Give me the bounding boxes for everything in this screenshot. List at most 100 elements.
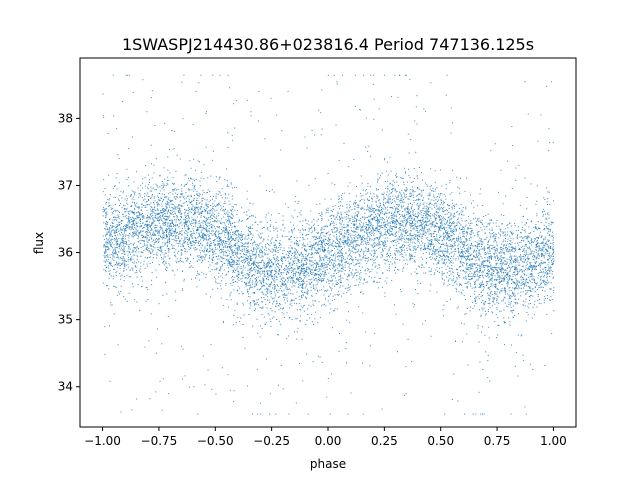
- data-point: [202, 232, 204, 234]
- data-point: [165, 268, 167, 270]
- data-point: [159, 213, 161, 215]
- data-point: [293, 280, 295, 282]
- data-point: [196, 199, 198, 201]
- data-point: [253, 253, 255, 255]
- data-point: [355, 221, 357, 223]
- data-point: [198, 274, 200, 276]
- data-point: [209, 210, 211, 212]
- data-point: [260, 236, 262, 238]
- data-point: [529, 296, 531, 298]
- data-point: [200, 227, 202, 229]
- data-point: [115, 256, 117, 258]
- data-point: [306, 268, 308, 270]
- data-point: [438, 227, 440, 229]
- data-point: [349, 252, 351, 254]
- data-point: [153, 254, 155, 256]
- data-point: [356, 263, 357, 265]
- data-point: [376, 244, 378, 246]
- data-point: [367, 239, 369, 241]
- data-point: [552, 244, 554, 246]
- data-point: [547, 198, 549, 200]
- data-point: [517, 280, 519, 282]
- data-point: [302, 292, 304, 294]
- data-point: [440, 226, 442, 228]
- data-point: [129, 226, 131, 228]
- data-point: [102, 191, 104, 193]
- data-point: [419, 248, 421, 250]
- data-point: [452, 205, 454, 207]
- data-point: [398, 250, 400, 252]
- data-point: [333, 222, 335, 224]
- data-point: [275, 273, 277, 275]
- data-point: [321, 271, 323, 273]
- data-point: [195, 248, 197, 250]
- data-point: [310, 257, 312, 259]
- data-point: [152, 257, 154, 259]
- data-point: [227, 259, 229, 261]
- data-point: [481, 229, 483, 231]
- data-point: [502, 290, 504, 292]
- data-point: [120, 411, 122, 413]
- data-point: [358, 244, 360, 246]
- data-point: [153, 172, 155, 174]
- data-point: [529, 265, 531, 267]
- data-point: [294, 253, 296, 255]
- data-point: [470, 295, 472, 297]
- data-point: [359, 262, 361, 264]
- data-point: [442, 243, 444, 245]
- data-point: [425, 261, 427, 263]
- data-point: [256, 265, 258, 267]
- data-point: [350, 258, 352, 260]
- data-point: [379, 210, 381, 212]
- data-point: [439, 194, 441, 196]
- data-point: [509, 287, 511, 289]
- data-point: [340, 281, 342, 283]
- data-point: [110, 245, 112, 247]
- data-point: [128, 185, 130, 187]
- data-point: [309, 256, 311, 258]
- data-point: [139, 232, 141, 234]
- data-point: [474, 283, 476, 285]
- data-point: [184, 214, 186, 216]
- data-point: [306, 298, 308, 300]
- data-point: [533, 238, 535, 240]
- data-point: [245, 254, 247, 256]
- data-point: [237, 230, 239, 232]
- data-point: [331, 242, 333, 244]
- data-point: [233, 232, 235, 234]
- data-point: [127, 221, 129, 223]
- data-point: [216, 237, 218, 239]
- data-point: [260, 248, 262, 250]
- data-point: [519, 269, 521, 271]
- data-point: [503, 278, 505, 280]
- data-point: [231, 211, 233, 213]
- data-point: [511, 283, 513, 285]
- data-point: [214, 239, 216, 241]
- data-point: [369, 237, 371, 239]
- data-point: [430, 253, 432, 255]
- data-point: [376, 218, 378, 220]
- data-point: [143, 263, 145, 265]
- data-point: [203, 220, 205, 222]
- data-point: [136, 171, 138, 173]
- data-point: [188, 217, 190, 219]
- data-point: [162, 186, 164, 188]
- data-point: [216, 240, 218, 242]
- data-point: [534, 291, 536, 293]
- data-point: [521, 256, 523, 258]
- data-point: [487, 223, 489, 225]
- data-point: [141, 203, 143, 205]
- data-point: [386, 240, 388, 242]
- data-point: [260, 281, 262, 283]
- data-point: [437, 207, 439, 209]
- data-point: [233, 256, 235, 258]
- data-point: [365, 188, 367, 190]
- data-point: [363, 218, 365, 220]
- data-point: [167, 250, 169, 252]
- data-point: [103, 206, 105, 208]
- data-point: [339, 219, 341, 221]
- data-point: [286, 287, 288, 289]
- data-point: [193, 241, 195, 243]
- data-point: [116, 172, 118, 174]
- data-point: [545, 267, 547, 269]
